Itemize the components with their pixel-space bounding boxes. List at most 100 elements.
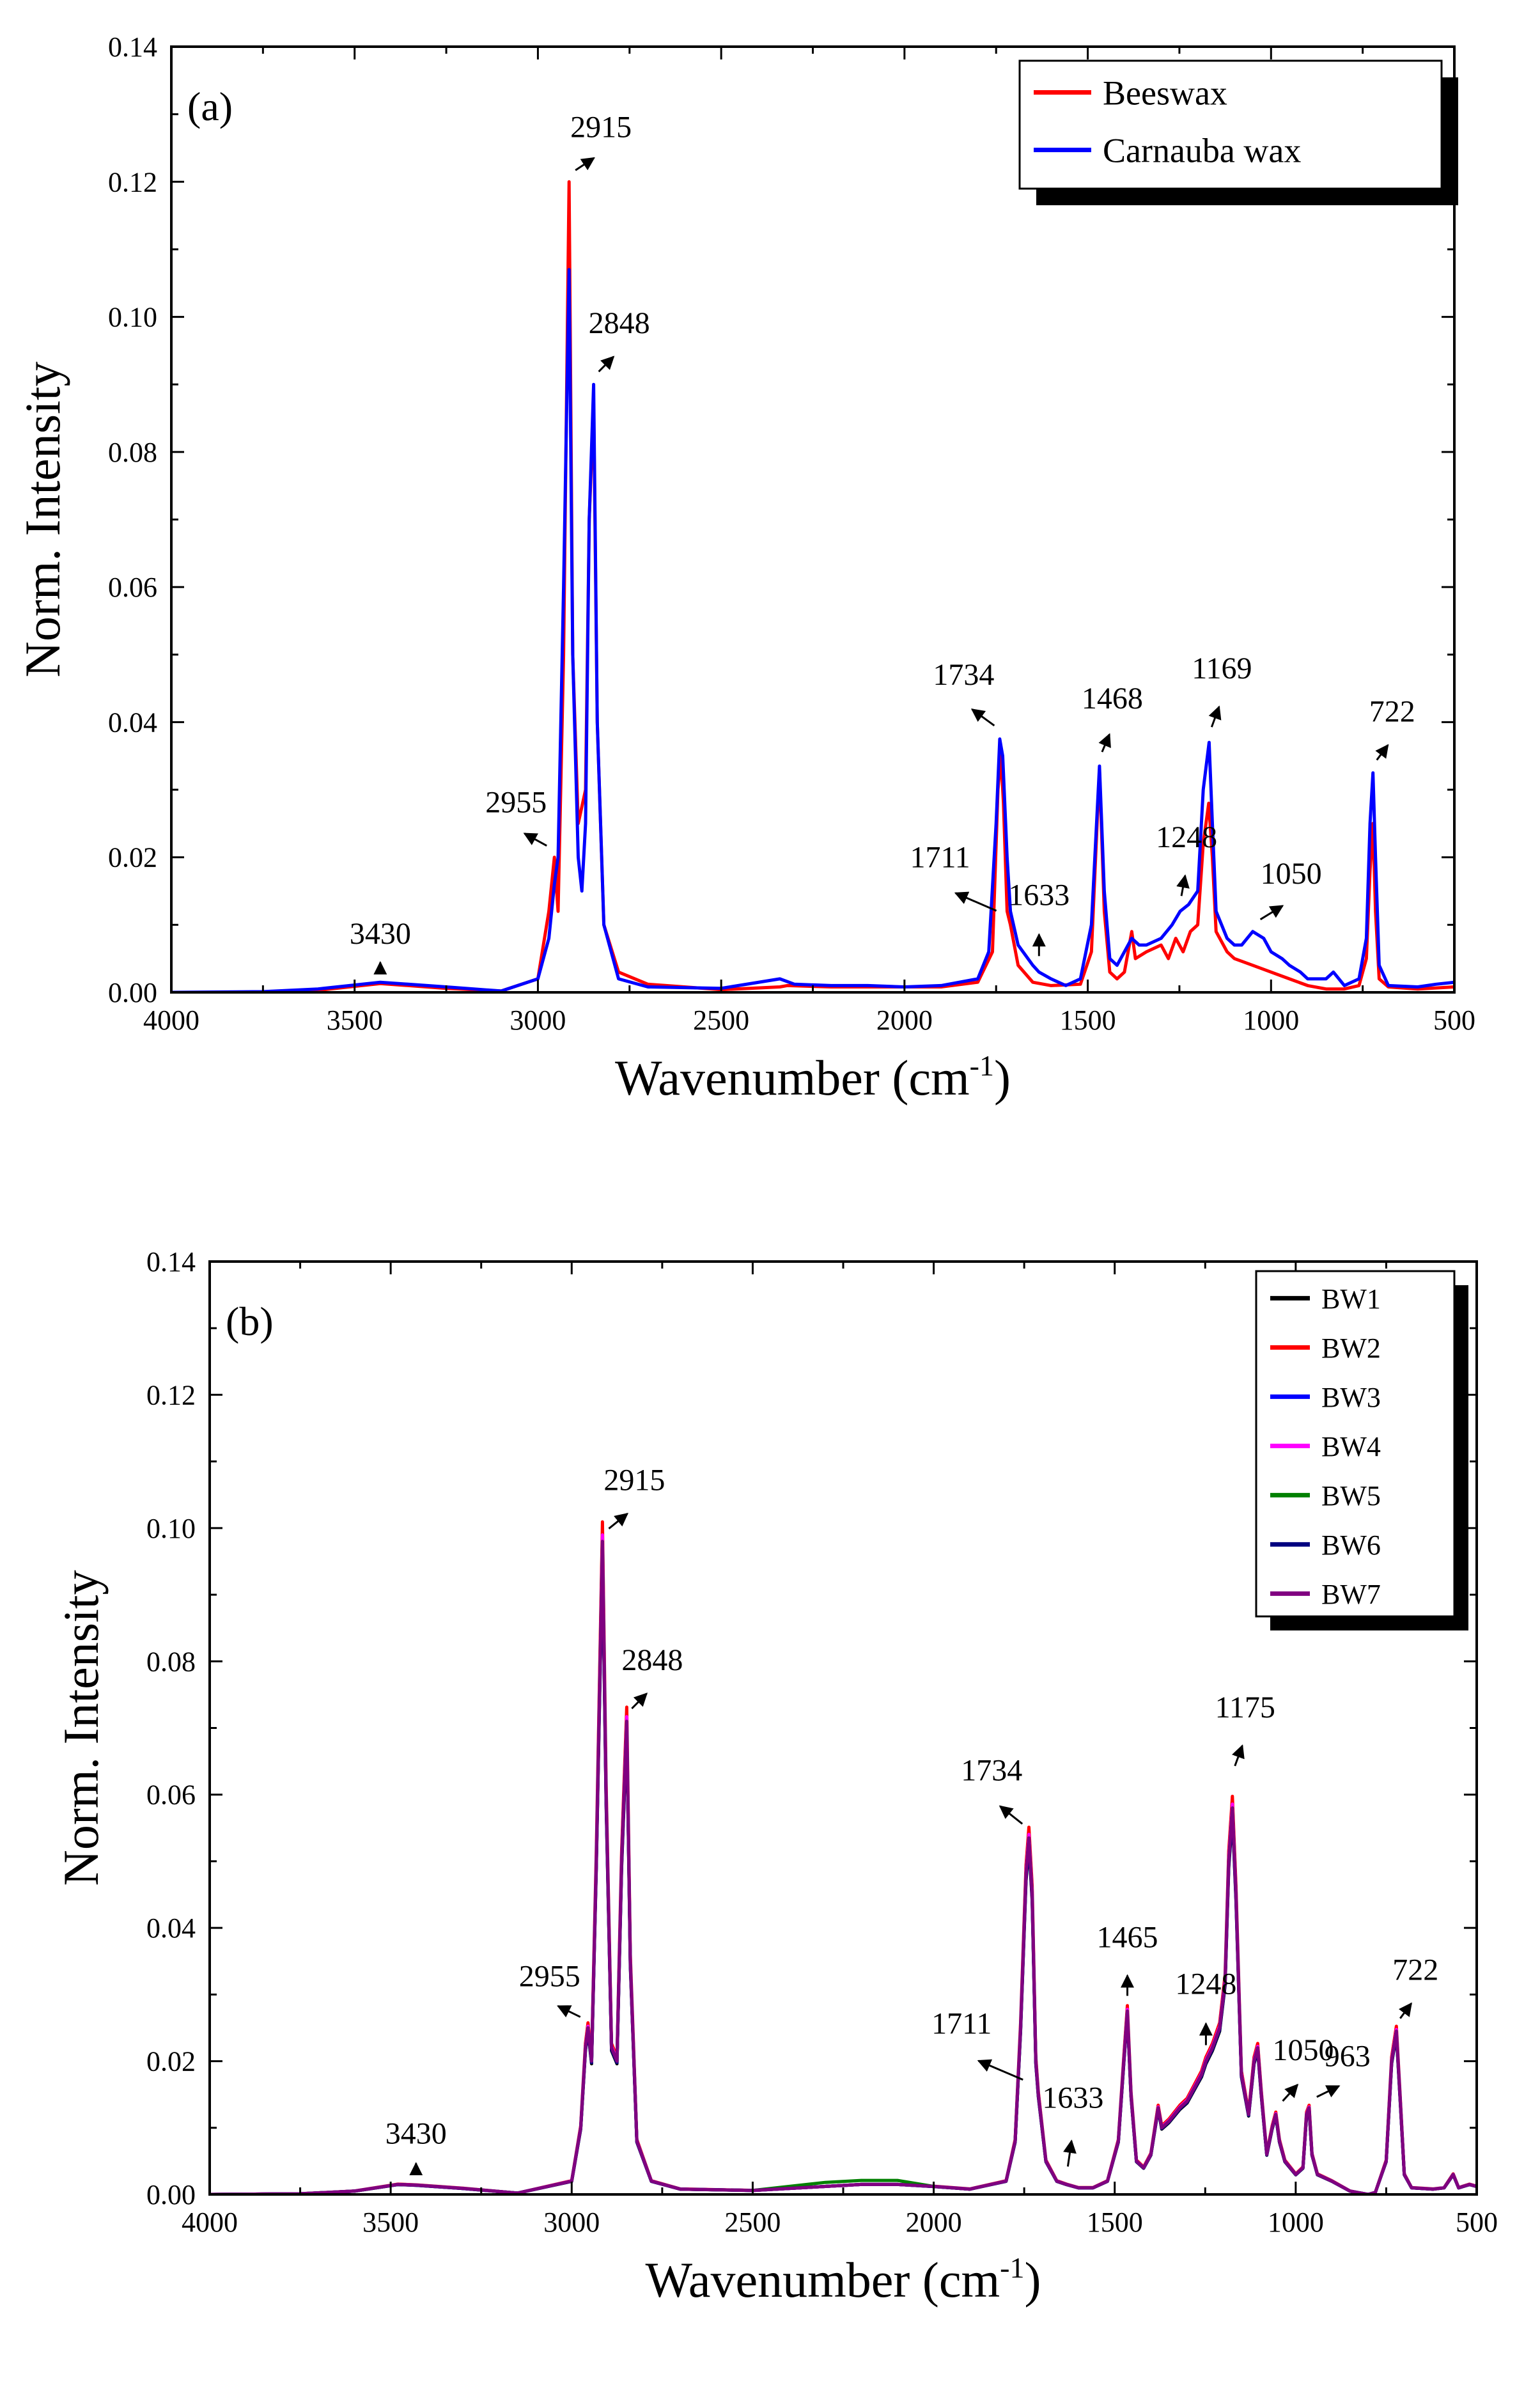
annotation-arrow	[1282, 2083, 1299, 2102]
annotation-arrow	[1176, 874, 1190, 896]
annotation-1465: 1465	[1097, 1920, 1158, 1996]
x-tick-label: 1000	[1268, 2207, 1324, 2238]
y-tick-label: 0.00	[146, 2179, 196, 2210]
y-tick-label: 0.04	[108, 707, 157, 738]
y-tick-label: 0.02	[108, 842, 157, 873]
y-tick-label: 0.00	[108, 977, 157, 1008]
annotation-arrow	[575, 157, 595, 171]
y-tick-label: 0.06	[146, 1779, 196, 1811]
annotations: 2915 2848 2955 3430 1734 1711 1633 1465 1248 1175…	[385, 1464, 1438, 2176]
y-tick-label: 0.14	[108, 31, 157, 63]
panel-label: (a)	[187, 84, 233, 129]
annotation-3430: 3430	[385, 2116, 447, 2176]
panel-a-chart: 4000 3500 3000 2500 2000 1500 1000 500 0.00 0.02 0…	[15, 31, 1475, 1106]
legend-label: BW4	[1321, 1431, 1381, 1462]
annotation-2955: 2955	[485, 786, 547, 847]
annotation-arrow	[1098, 733, 1111, 753]
annotation-label: 1633	[1042, 2081, 1103, 2114]
annotation-label: 2915	[603, 1464, 665, 1497]
y-tick-label: 0.10	[146, 1513, 196, 1544]
legend-item-bw3: BW3	[1270, 1382, 1381, 1413]
annotation-label: 2848	[589, 306, 650, 340]
y-tick-label: 0.08	[146, 1646, 196, 1677]
annotation-label: 1633	[1008, 878, 1069, 912]
annotation-arrow	[954, 891, 997, 912]
annotation-arrow	[608, 1512, 629, 1529]
annotation-1711: 1711	[931, 2007, 1023, 2081]
annotation-arrow	[1316, 2085, 1341, 2098]
legend-label: Carnauba wax	[1103, 131, 1301, 169]
x-tick-label: 3000	[543, 2207, 600, 2238]
annotation-1248: 1248	[1175, 1967, 1236, 2045]
legend-item-carnauba-wax: Carnauba wax	[1034, 131, 1301, 169]
x-tick-label: 2500	[693, 1004, 749, 1036]
annotation-arrow	[1063, 2139, 1077, 2167]
annotation-2955: 2955	[519, 1959, 581, 2018]
legend-item-bw5: BW5	[1270, 1480, 1381, 1512]
legend-label: BW7	[1321, 1579, 1381, 1610]
y-tick-label: 0.12	[146, 1379, 196, 1411]
annotation-arrow	[1375, 744, 1389, 761]
x-axis-title: Wavenumber (cm-1)	[615, 1049, 1011, 1106]
annotation-1175: 1175	[1215, 1691, 1275, 1767]
annotation-label: 2848	[621, 1643, 683, 1677]
annotation-label: 3430	[385, 2116, 447, 2150]
annotation-label: 1465	[1097, 1920, 1158, 1954]
annotation-label: 1050	[1273, 2033, 1334, 2067]
y-tick-label: 0.12	[108, 166, 157, 198]
legend-label: BW3	[1321, 1382, 1381, 1413]
annotation-label: 3430	[350, 917, 411, 951]
annotation-label: 2955	[519, 1959, 580, 1993]
legend-item-bw2: BW2	[1270, 1333, 1381, 1364]
x-tick-label: 4000	[182, 2207, 238, 2238]
series-group	[171, 180, 1454, 992]
y-tick-label: 0.08	[108, 437, 157, 468]
annotation-2848: 2848	[621, 1643, 683, 1710]
annotation-label: 1711	[931, 2007, 992, 2041]
annotation-label: 1248	[1156, 820, 1217, 854]
annotation-label: 1711	[910, 840, 970, 874]
legend-item-bw4: BW4	[1270, 1431, 1381, 1462]
x-tick-label: 4000	[143, 1004, 199, 1036]
legend-label: BW2	[1321, 1333, 1381, 1364]
annotation-1734: 1734	[933, 658, 995, 727]
annotation-label: 1050	[1261, 857, 1322, 891]
annotation-label: 1734	[961, 1753, 1022, 1787]
legend-item-beeswax: Beeswax	[1034, 74, 1227, 112]
legend-item-bw7: BW7	[1270, 1579, 1381, 1610]
y-tick-label: 0.10	[108, 302, 157, 333]
annotation-1169: 1169	[1192, 652, 1252, 728]
y-axis-title: Norm. Intensity	[53, 1570, 109, 1886]
annotation-1050: 1050	[1273, 2033, 1334, 2102]
annotation-arrow	[523, 833, 547, 847]
annotation-1633: 1633	[1042, 2081, 1103, 2167]
x-tick-label: 500	[1433, 1004, 1475, 1036]
legend: Beeswax Carnauba wax	[1018, 59, 1458, 205]
x-tick-label: 1500	[1087, 2207, 1143, 2238]
annotation-label: 2955	[485, 786, 547, 820]
annotation-label: 2915	[570, 110, 632, 144]
annotation-arrow	[999, 1805, 1023, 1825]
annotation-1050: 1050	[1259, 857, 1322, 921]
series-line-carnauba-wax	[171, 268, 1454, 992]
x-tick-label: 2000	[876, 1004, 933, 1036]
annotation-arrow	[631, 1692, 648, 1710]
annotation-label: 1468	[1082, 682, 1143, 715]
y-tick-label: 0.14	[146, 1246, 196, 1278]
annotation-2915: 2915	[570, 110, 632, 171]
annotation-963: 963	[1316, 2040, 1371, 2098]
legend-box	[1018, 59, 1443, 190]
annotation-label: 1734	[933, 658, 994, 692]
annotation-label: 1248	[1175, 1967, 1236, 2001]
y-axis-title: Norm. Intensity	[15, 362, 70, 678]
annotation-arrow	[1259, 905, 1284, 921]
annotation-arrow	[1208, 705, 1222, 728]
annotation-label: 722	[1392, 1953, 1438, 1987]
annotation-722: 722	[1369, 695, 1415, 761]
x-tick-label: 1000	[1243, 1004, 1299, 1036]
panel-label: (b)	[226, 1299, 274, 1344]
annotation-1468: 1468	[1082, 682, 1143, 753]
legend: BW1 BW2 BW3 BW4 BW5 BW6 BW7	[1255, 1270, 1468, 1630]
annotation-2848: 2848	[589, 306, 650, 373]
